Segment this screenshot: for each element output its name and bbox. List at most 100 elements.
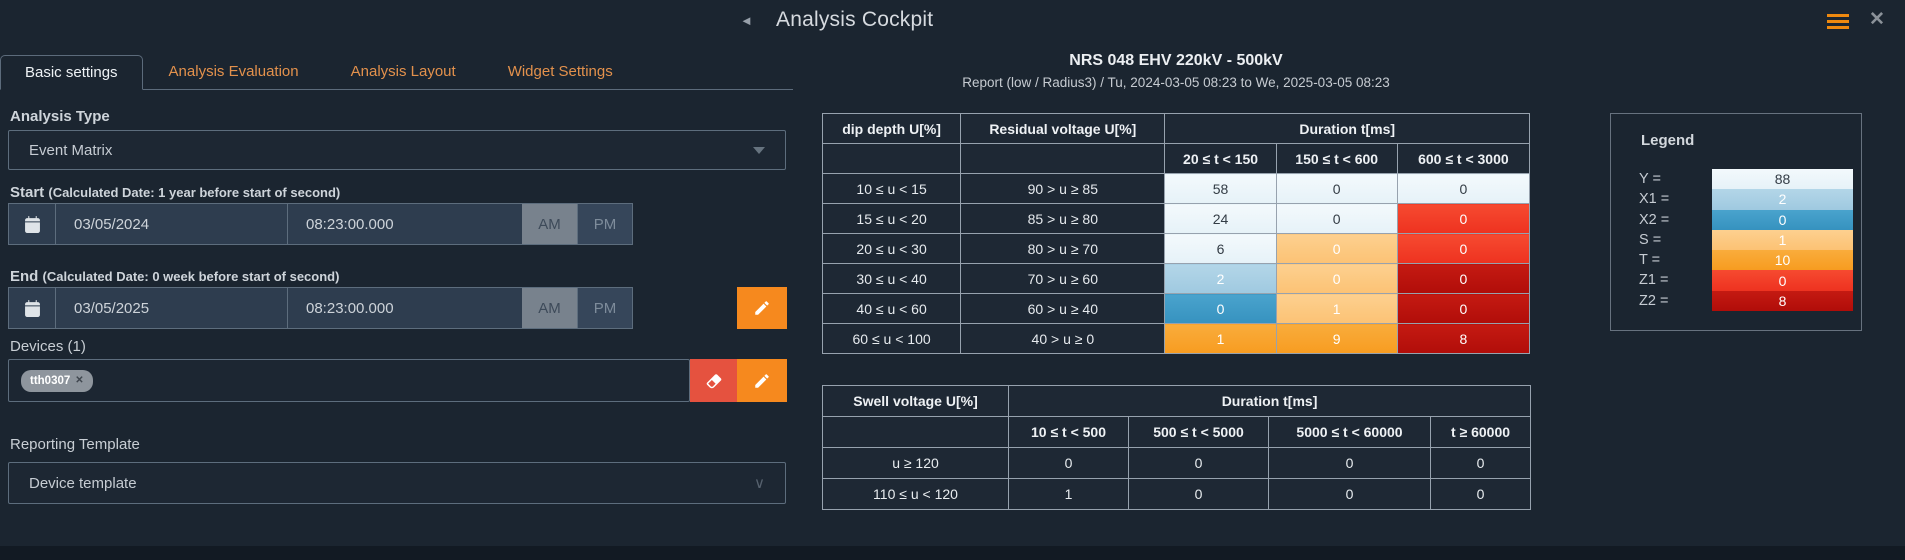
event-count-cell: 58 — [1164, 173, 1277, 204]
bottom-bar — [0, 546, 1905, 560]
table-row: 60 ≤ u < 100 40 > u ≥ 0 1 9 8 — [821, 323, 1531, 354]
duration-col-header: 600 ≤ t < 3000 — [1396, 143, 1531, 174]
start-label-hint: (Calculated Date: 1 year before start of… — [48, 185, 341, 200]
tab-bar: Basic settings Analysis Evaluation Analy… — [0, 55, 793, 90]
event-count-cell: 0 — [1275, 203, 1398, 234]
event-count-cell: 8 — [1396, 323, 1531, 354]
end-date-input[interactable]: 03/05/2025 — [56, 288, 288, 328]
event-count-cell: 9 — [1275, 323, 1398, 354]
dip-range-cell: 15 ≤ u < 20 — [821, 203, 962, 234]
analysis-type-select[interactable]: Event Matrix — [8, 130, 786, 170]
eraser-icon — [706, 373, 721, 388]
analysis-type-value: Event Matrix — [29, 141, 113, 159]
edit-devices-button[interactable] — [737, 359, 787, 402]
devices-field[interactable]: tth0307 ✕ — [8, 359, 690, 402]
event-count-cell: 0 — [1396, 263, 1531, 294]
duration-col-header: 150 ≤ t < 600 — [1275, 143, 1398, 174]
start-time-input[interactable]: 08:23:00.000 — [306, 215, 394, 233]
legend-item: Z1 = 0 — [1639, 270, 1853, 291]
dip-depth-header: dip depth U[%] — [821, 113, 962, 144]
legend-item: X2 = 0 — [1639, 209, 1853, 230]
collapse-arrow-icon[interactable]: ◄ — [740, 13, 753, 28]
chevron-down-icon: ∨ — [754, 475, 765, 492]
event-count-cell: 0 — [1396, 173, 1531, 204]
table-row: 20 ≤ u < 30 80 > u ≥ 70 6 0 0 — [821, 233, 1531, 264]
start-label: Start (Calculated Date: 1 year before st… — [10, 184, 340, 201]
swell-range-cell: u ≥ 120 — [822, 447, 1009, 479]
start-am-button[interactable]: AM — [522, 204, 577, 244]
end-pm-button[interactable]: PM — [577, 288, 632, 328]
tab-basic-settings[interactable]: Basic settings — [0, 55, 143, 90]
chip-remove-icon[interactable]: ✕ — [75, 375, 84, 386]
event-count-cell: 0 — [1268, 447, 1431, 479]
event-count-cell: 6 — [1164, 233, 1277, 264]
event-count-cell: 24 — [1164, 203, 1277, 234]
table-row: 15 ≤ u < 20 85 > u ≥ 80 24 0 0 — [821, 203, 1531, 234]
device-chip[interactable]: tth0307 ✕ — [21, 369, 93, 392]
end-time-input[interactable]: 08:23:00.000 — [306, 299, 394, 317]
calendar-icon[interactable] — [9, 204, 56, 244]
device-chip-label: tth0307 — [30, 374, 71, 387]
duration-col-header: t ≥ 60000 — [1429, 416, 1532, 448]
duration-col-header: 500 ≤ t < 5000 — [1128, 416, 1269, 448]
dip-matrix-table: dip depth U[%] Residual voltage U[%] Dur… — [821, 113, 1531, 354]
event-count-cell: 0 — [1396, 293, 1531, 324]
legend-swatch: 8 — [1711, 290, 1853, 312]
analysis-type-label: Analysis Type — [10, 108, 110, 125]
residual-range-cell: 40 > u ≥ 0 — [960, 323, 1166, 354]
legend-swatch: 0 — [1711, 270, 1853, 291]
residual-range-cell: 60 > u ≥ 40 — [960, 293, 1166, 324]
reporting-template-label: Reporting Template — [10, 436, 140, 453]
legend-panel: Legend Y = 88 X1 = 2 X2 = 0 S = 1 T = 10… — [1610, 113, 1862, 331]
event-count-cell: 0 — [1275, 173, 1398, 204]
event-count-cell: 0 — [1008, 447, 1129, 479]
event-count-cell: 0 — [1128, 478, 1269, 510]
end-label: End (Calculated Date: 0 week before star… — [10, 268, 339, 285]
table-row: 30 ≤ u < 40 70 > u ≥ 60 2 0 0 — [821, 263, 1531, 294]
duration-col-header: 20 ≤ t < 150 — [1164, 143, 1277, 174]
start-date-input[interactable]: 03/05/2024 — [56, 204, 288, 244]
empty-cell — [821, 143, 962, 174]
event-count-cell: 0 — [1396, 203, 1531, 234]
dip-range-cell: 40 ≤ u < 60 — [821, 293, 962, 324]
residual-range-cell: 85 > u ≥ 80 — [960, 203, 1166, 234]
tab-analysis-evaluation[interactable]: Analysis Evaluation — [168, 63, 299, 80]
close-icon[interactable]: ✕ — [1869, 9, 1885, 30]
event-count-cell: 1 — [1275, 293, 1398, 324]
reporting-template-select[interactable]: Device template ∨ — [8, 462, 786, 504]
legend-label: Z2 = — [1639, 292, 1669, 309]
pencil-icon — [755, 301, 769, 315]
dip-range-cell: 20 ≤ u < 30 — [821, 233, 962, 264]
event-count-cell: 0 — [1429, 447, 1532, 479]
calendar-icon[interactable] — [9, 288, 56, 328]
end-label-text: End — [10, 268, 39, 285]
menu-icon[interactable] — [1827, 14, 1849, 32]
dip-range-cell: 60 ≤ u < 100 — [821, 323, 962, 354]
legend-swatch: 0 — [1711, 209, 1853, 230]
event-count-cell: 0 — [1429, 478, 1532, 510]
reporting-template-value: Device template — [29, 474, 137, 492]
table-subheader-row: 20 ≤ t < 150 150 ≤ t < 600 600 ≤ t < 300… — [821, 143, 1531, 174]
legend-item: Y = 88 — [1639, 169, 1853, 190]
end-am-button[interactable]: AM — [522, 288, 577, 328]
event-count-cell: 1 — [1164, 323, 1277, 354]
duration-header: Duration t[ms] — [1007, 385, 1532, 417]
table-subheader-row: 10 ≤ t < 500 500 ≤ t < 5000 5000 ≤ t < 6… — [822, 416, 1532, 448]
edit-dates-button[interactable] — [737, 287, 787, 329]
duration-header: Duration t[ms] — [1164, 113, 1530, 144]
table-header-row: dip depth U[%] Residual voltage U[%] Dur… — [821, 113, 1530, 144]
clear-devices-button[interactable] — [690, 359, 737, 402]
event-count-cell: 0 — [1164, 293, 1277, 324]
tab-analysis-layout[interactable]: Analysis Layout — [350, 63, 456, 80]
tab-widget-settings[interactable]: Widget Settings — [507, 63, 613, 80]
dip-range-cell: 10 ≤ u < 15 — [821, 173, 962, 204]
legend-label: S = — [1639, 231, 1662, 248]
start-datetime-row: 03/05/2024 08:23:00.000 AM PM — [8, 203, 633, 245]
end-label-hint: (Calculated Date: 0 week before start of… — [42, 269, 340, 284]
residual-range-cell: 80 > u ≥ 70 — [960, 233, 1166, 264]
dip-range-cell: 30 ≤ u < 40 — [821, 263, 962, 294]
start-label-text: Start — [10, 184, 45, 201]
chevron-down-icon — [753, 146, 765, 154]
start-pm-button[interactable]: PM — [577, 204, 632, 244]
duration-col-header: 10 ≤ t < 500 — [1008, 416, 1129, 448]
